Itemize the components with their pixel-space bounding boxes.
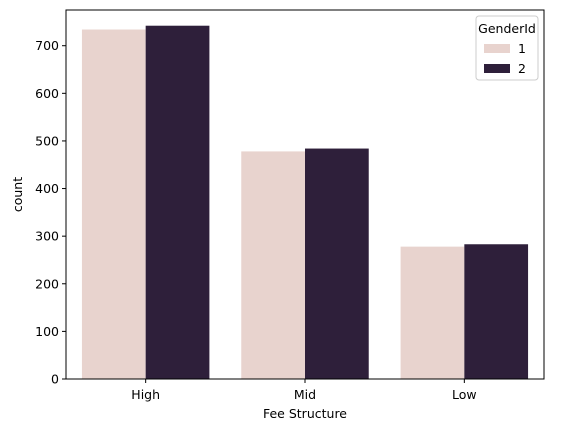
bar-high-series-1 (81, 29, 146, 379)
y-tick-label: 300 (35, 229, 59, 244)
y-tick-label: 100 (35, 324, 59, 339)
y-tick-label: 600 (35, 86, 59, 101)
x-tick-label: High (131, 387, 160, 402)
y-axis-label: count (10, 177, 25, 212)
bar-low-series-1 (400, 246, 465, 379)
bar-high-series-2 (145, 25, 210, 380)
legend-swatch-series-2 (484, 64, 510, 73)
y-tick-label: 700 (35, 38, 59, 53)
legend-swatch-series-1 (484, 44, 510, 53)
y-tick-label: 200 (35, 276, 59, 291)
x-axis: High Mid Low (131, 379, 477, 402)
legend-label-series-1: 1 (518, 41, 526, 56)
legend-items: 12 (484, 41, 526, 76)
x-axis-label: Fee Structure (263, 406, 347, 421)
legend-label-series-2: 2 (518, 61, 526, 76)
legend-title: GenderId (478, 21, 536, 36)
y-axis: 0 100 200 300 400 500 600 700 (35, 38, 66, 387)
bars-group (81, 25, 529, 380)
legend: GenderId 12 (475, 15, 539, 81)
bar-mid-series-2 (305, 148, 369, 379)
bar-mid-series-1 (241, 151, 305, 379)
bar-low-series-2 (464, 244, 529, 379)
y-tick-label: 500 (35, 133, 59, 148)
plot-frame (65, 9, 545, 380)
x-tick-label: Low (452, 387, 477, 402)
x-tick-label: Mid (294, 387, 316, 402)
y-tick-label: 0 (51, 372, 59, 387)
y-tick-label: 400 (35, 181, 59, 196)
